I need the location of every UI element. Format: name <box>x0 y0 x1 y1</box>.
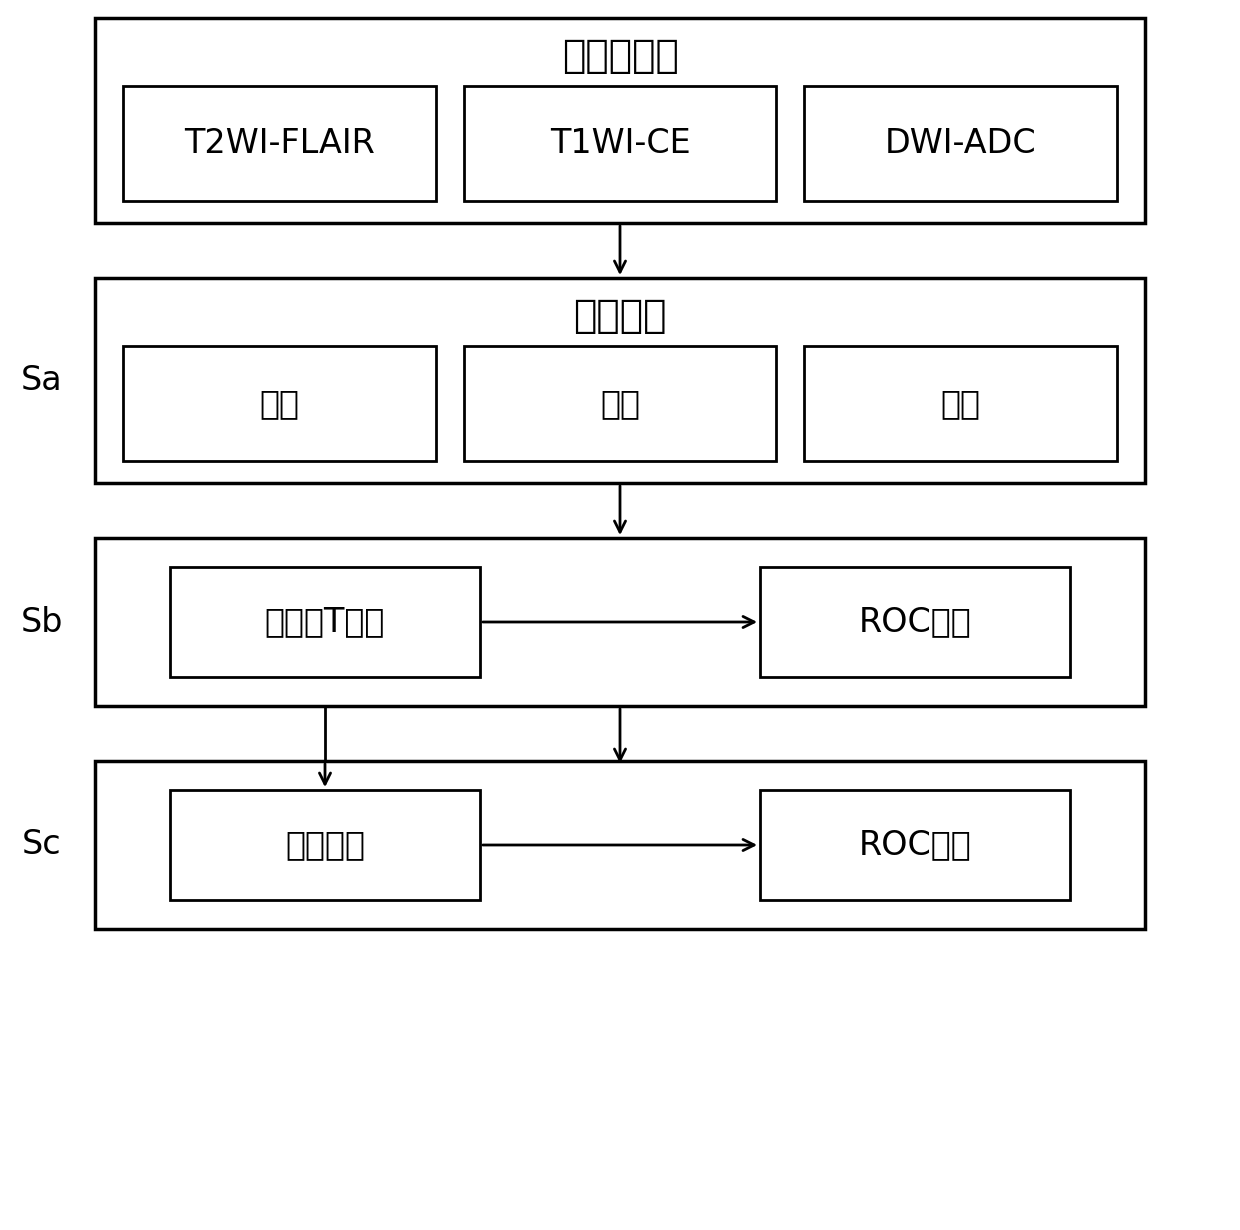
Bar <box>464 86 776 200</box>
Bar <box>123 86 435 200</box>
Bar <box>170 567 480 676</box>
Text: T1WI-CE: T1WI-CE <box>549 127 691 160</box>
Bar <box>95 278 1145 483</box>
Bar <box>95 538 1145 706</box>
Bar <box>123 346 435 461</box>
Text: 形状: 形状 <box>600 387 640 419</box>
Text: DWI-ADC: DWI-ADC <box>885 127 1037 160</box>
Text: ROC分析: ROC分析 <box>858 605 971 638</box>
Text: 双样本T检验: 双样本T检验 <box>265 605 386 638</box>
Text: Sb: Sb <box>21 605 63 638</box>
Text: 纹理: 纹理 <box>941 387 981 419</box>
Bar <box>760 567 1070 676</box>
Bar <box>805 346 1117 461</box>
Bar <box>464 346 776 461</box>
Text: T2WI-FLAIR: T2WI-FLAIR <box>184 127 374 160</box>
Text: 特征提取: 特征提取 <box>573 296 667 335</box>
Bar <box>760 790 1070 900</box>
Text: Sa: Sa <box>21 364 63 397</box>
Bar <box>805 86 1117 200</box>
Bar <box>170 790 480 900</box>
Text: Sc: Sc <box>22 829 62 861</box>
Text: 磁共振图像: 磁共振图像 <box>562 37 678 75</box>
Bar <box>95 18 1145 223</box>
Text: ROC分析: ROC分析 <box>858 829 971 861</box>
Text: 特征组合: 特征组合 <box>285 829 365 861</box>
Text: 强度: 强度 <box>259 387 299 419</box>
Bar <box>95 761 1145 929</box>
